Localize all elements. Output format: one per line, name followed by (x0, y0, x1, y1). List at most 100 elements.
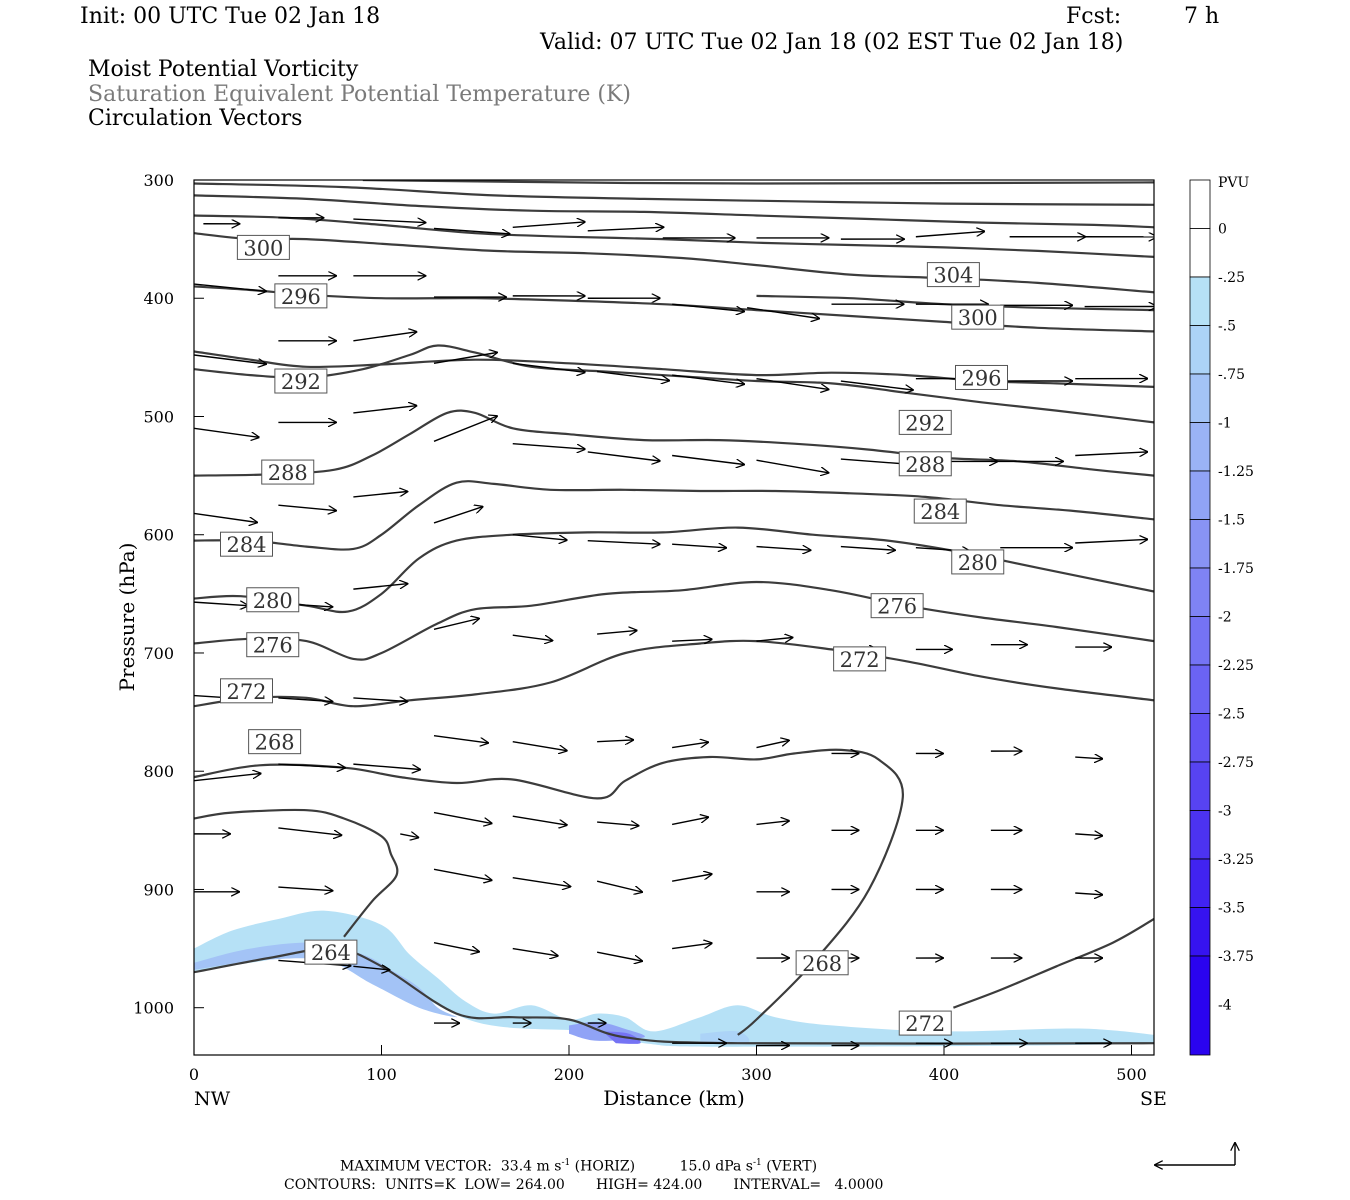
contour-label-5: 272 (840, 648, 880, 672)
colorbar-level-2: -.5 (1218, 319, 1236, 335)
contours-units: UNITS=K (384, 1177, 456, 1193)
colorbar-level-10: -2.5 (1218, 707, 1245, 723)
field-title-theta-es: Saturation Equivalent Potential Temperat… (88, 82, 631, 107)
contour-label-18: 296 (961, 366, 1001, 390)
contour-label-box-15 (274, 368, 328, 394)
contour-line-300-19 (194, 232, 1154, 294)
contours-line: CONTOURS: UNITS=K LOW= 264.00 HIGH= 424.… (284, 1177, 883, 1193)
vector-78 (672, 742, 708, 749)
contour-label-box-8 (870, 593, 924, 619)
vector-38 (353, 406, 416, 414)
contour-label-1: 268 (255, 731, 295, 755)
vector-104 (671, 874, 712, 882)
axis-ticks: 300 400 500 600 700 800 900 1000 0 100 200 300 400 50… (133, 171, 1146, 1084)
contour-label-14: 288 (905, 453, 945, 477)
vector-91 (756, 821, 789, 825)
colorbar-level-14: -3.5 (1218, 901, 1245, 917)
contour-label-box-2 (795, 950, 849, 976)
vector-76 (512, 740, 567, 751)
vector-26 (353, 332, 416, 342)
colorbar-level-5: -1.25 (1218, 464, 1254, 480)
contour-label-box-18 (955, 364, 1008, 390)
contour-label-21: 304 (933, 264, 973, 288)
vector-112 (596, 951, 642, 961)
colorbar-level-6: -1.5 (1218, 513, 1245, 529)
colorbar-level-7: -1.75 (1218, 561, 1254, 577)
contour-label-10: 280 (958, 551, 998, 575)
colorbar-level-15: -3.75 (1218, 949, 1254, 965)
max-horiz-exponent: -1 (561, 1158, 571, 1168)
contour-label-15: 292 (281, 370, 321, 394)
vert-tag: (VERT) (766, 1158, 818, 1175)
contour-label-box-6 (898, 1010, 952, 1036)
vector-59 (1075, 539, 1147, 543)
colorbar-swatch-2 (1189, 276, 1211, 326)
vector-50 (353, 492, 407, 498)
vector-48 (194, 512, 257, 522)
colorbar-swatch-11 (1189, 713, 1211, 763)
contour-label-box-12 (913, 498, 967, 524)
contour-line-312-23 (194, 182, 1154, 206)
vector-62 (353, 584, 407, 590)
x-tick-label-400: 400 (929, 1065, 960, 1084)
vector-113 (672, 943, 712, 950)
vector-41 (587, 451, 660, 461)
vector-42 (672, 454, 744, 465)
contour-line-304-21 (194, 214, 1154, 258)
contour-label-9: 280 (253, 589, 293, 613)
contour-label-box-16 (898, 409, 952, 435)
max-vector-line: MAXIMUM VECTOR: 33.4 m s-1 (HORIZ) 15.0 … (340, 1158, 817, 1175)
vector-100 (278, 887, 332, 891)
colorbar-swatch-14 (1189, 858, 1211, 908)
contour-line-308-22 (194, 194, 1154, 229)
contour-line-280-9 (194, 526, 1154, 614)
colorbar-swatch-10 (1189, 664, 1211, 714)
contour-label-4: 272 (226, 680, 266, 704)
vector-64 (512, 634, 553, 640)
colorbar-title: PVU (1218, 175, 1250, 191)
pv-region-4 (700, 1030, 750, 1045)
contour-label-box-14 (898, 451, 952, 477)
contour-label-20: 300 (958, 306, 998, 330)
colorbar-level-9: -2.25 (1218, 658, 1254, 674)
vector-88 (512, 815, 567, 825)
vector-86 (353, 763, 420, 769)
vector-12 (194, 283, 266, 291)
vector-66 (672, 639, 712, 641)
vector-3 (433, 227, 510, 233)
contour-label-box-0 (304, 939, 358, 965)
contour-label-box-10 (951, 549, 1005, 575)
vector-19 (747, 307, 819, 319)
horiz-tag: (HORIZ) (574, 1158, 636, 1175)
contour-labels: 264 268 268 272 272 272 276 276 280 280 284 284 288 2… (220, 234, 1008, 1036)
contour-line-296-17 (194, 285, 1154, 333)
contour-label-11: 284 (226, 533, 266, 557)
max-vert-exponent: -1 (752, 1158, 762, 1168)
contour-line-288-13 (194, 409, 1154, 477)
y-tick-label-1000: 1000 (133, 999, 174, 1018)
contour-label-box-13 (261, 459, 315, 485)
colorbar-level-12: -3 (1218, 804, 1232, 820)
x-tick-label-200: 200 (554, 1065, 585, 1084)
contour-label-box-7 (246, 632, 300, 658)
vector-98 (400, 834, 418, 838)
contour-line-284-11 (194, 480, 1154, 551)
vector-31 (756, 377, 829, 390)
colorbar-level-1: -.25 (1218, 270, 1245, 286)
colorbar-swatch-15 (1189, 907, 1211, 957)
colorbar-swatch-7 (1189, 519, 1211, 569)
vector-95 (1075, 834, 1102, 836)
colorbar-level-3: -.75 (1218, 367, 1245, 383)
colorbar-level-13: -3.25 (1218, 852, 1254, 868)
contour-label-box-9 (246, 587, 300, 613)
y-tick-label-300: 300 (143, 171, 174, 190)
vector-101 (433, 868, 492, 880)
vector-75 (433, 735, 488, 743)
vector-89 (597, 822, 638, 826)
vector-55 (756, 547, 811, 551)
vector-84 (194, 774, 261, 782)
vector-24 (194, 354, 266, 364)
y-tick-label-500: 500 (143, 407, 174, 426)
low-label: LOW= (464, 1177, 512, 1193)
